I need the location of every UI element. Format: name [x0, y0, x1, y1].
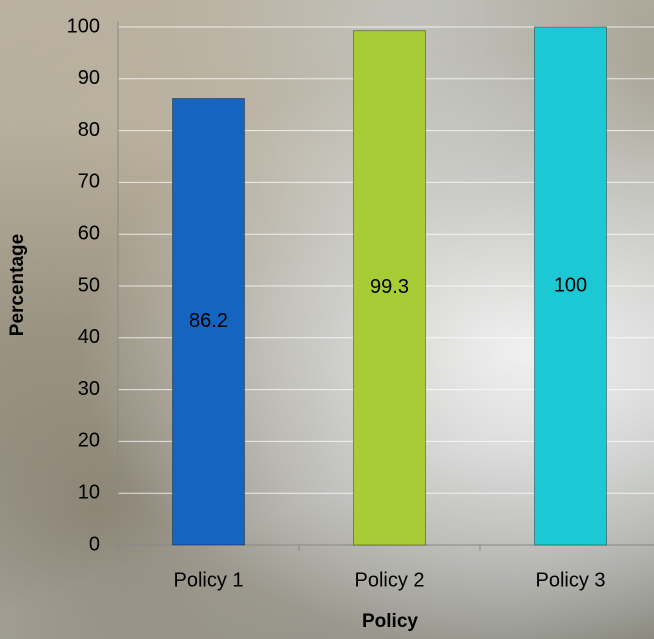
- y-tick-label: 80: [78, 119, 100, 141]
- y-tick-label: 90: [78, 67, 100, 89]
- y-axis-title: Percentage: [7, 234, 28, 336]
- data-label: 100: [554, 274, 587, 296]
- data-label: 86.2: [189, 310, 228, 332]
- x-tick-label: Policy 1: [173, 569, 243, 591]
- y-tick-label: 70: [78, 171, 100, 193]
- y-tick-label: 40: [78, 326, 100, 348]
- bar: [172, 97, 245, 546]
- x-axis-title: Policy: [362, 611, 418, 632]
- x-tick-label: Policy 3: [535, 569, 605, 591]
- y-tick-label: 30: [78, 378, 100, 400]
- data-label: 99.3: [370, 276, 409, 298]
- x-tick-label: Policy 2: [354, 569, 424, 591]
- bar: [534, 26, 607, 546]
- y-tick-label: 0: [89, 533, 100, 555]
- y-tick-label: 10: [78, 481, 100, 503]
- y-tick-label: 60: [78, 222, 100, 244]
- y-tick-label: 50: [78, 274, 100, 296]
- y-tick-label: 100: [67, 15, 100, 37]
- y-tick-label: 20: [78, 430, 100, 452]
- bar: [353, 30, 426, 546]
